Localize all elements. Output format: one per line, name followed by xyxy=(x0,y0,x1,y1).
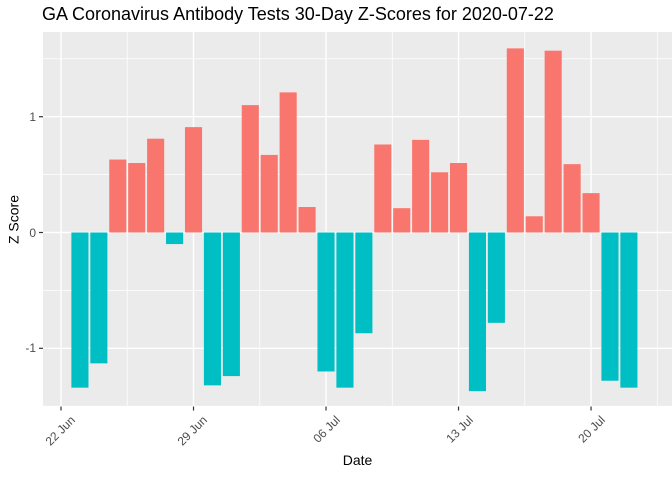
bar-2020-07-09 xyxy=(374,144,392,233)
bar-2020-07-12 xyxy=(431,172,449,233)
bar-2020-07-19 xyxy=(563,164,581,233)
bar-2020-07-22 xyxy=(620,232,638,388)
bar-2020-07-10 xyxy=(393,208,411,233)
bar-2020-06-30 xyxy=(203,232,221,386)
bar-2020-06-23 xyxy=(71,232,89,388)
bar-2020-07-15 xyxy=(487,232,505,323)
bar-2020-07-16 xyxy=(506,48,524,233)
bar-2020-07-11 xyxy=(412,139,430,233)
bar-2020-06-27 xyxy=(147,138,165,233)
bar-2020-07-07 xyxy=(336,232,354,388)
bar-2020-06-26 xyxy=(128,163,146,233)
bar-2020-07-17 xyxy=(525,216,543,233)
y-tick-label: 0 xyxy=(29,225,36,240)
bar-2020-07-05 xyxy=(298,207,316,233)
bar-2020-07-13 xyxy=(449,163,468,233)
bar-2020-07-06 xyxy=(317,232,335,372)
bar-2020-07-02 xyxy=(241,105,259,233)
bar-2020-07-21 xyxy=(601,232,619,381)
bar-2020-07-14 xyxy=(468,232,487,392)
bar-2020-07-01 xyxy=(222,232,240,377)
bar-2020-06-24 xyxy=(90,232,108,364)
bar-2020-06-25 xyxy=(109,159,127,233)
bar-2020-07-03 xyxy=(260,154,278,233)
bar-2020-07-08 xyxy=(355,232,373,334)
bar-2020-07-20 xyxy=(582,193,600,233)
bar-2020-06-28 xyxy=(166,232,184,245)
bar-2020-07-04 xyxy=(279,92,297,233)
y-tick-label: 1 xyxy=(29,109,36,124)
y-tick-label: -1 xyxy=(25,341,36,356)
bar-2020-07-18 xyxy=(544,50,562,233)
chart-title: GA Coronavirus Antibody Tests 30-Day Z-S… xyxy=(42,4,554,24)
bar-2020-06-29 xyxy=(184,127,203,233)
x-axis-title: Date xyxy=(342,452,373,468)
